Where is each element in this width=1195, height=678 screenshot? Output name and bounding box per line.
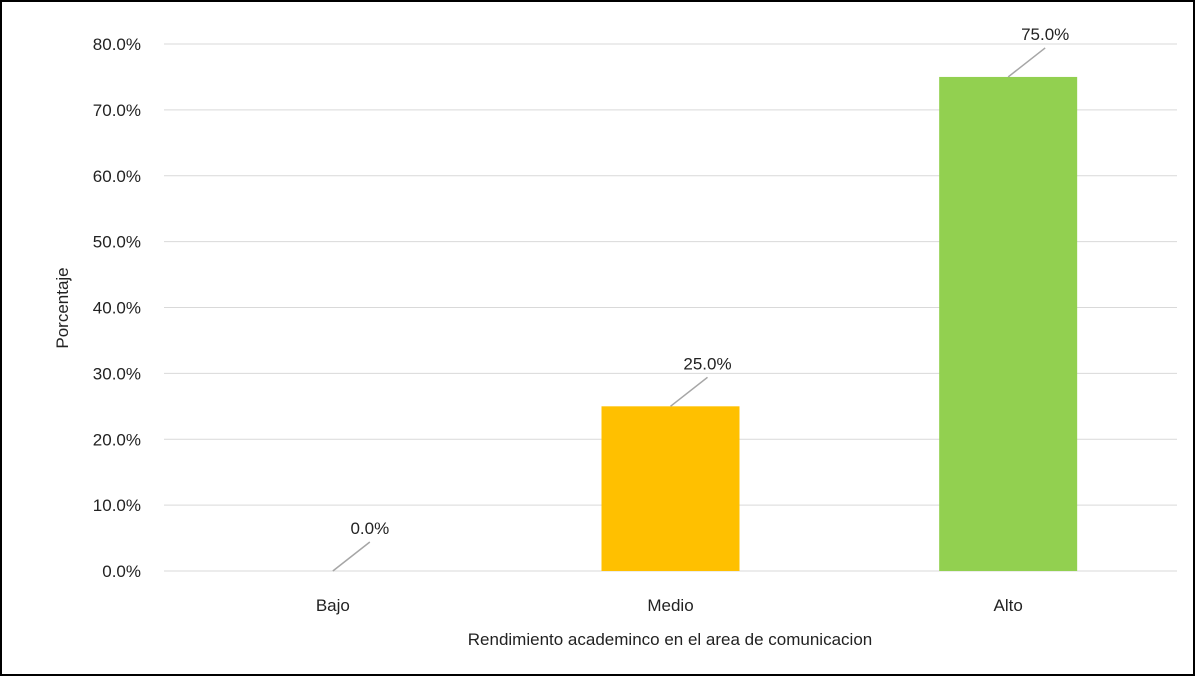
x-tick-labels: Bajo Medio Alto xyxy=(316,596,1023,615)
y-tick-label: 0.0% xyxy=(102,562,141,581)
leader-line xyxy=(1007,47,1046,78)
y-tick-label: 60.0% xyxy=(93,167,141,186)
y-tick-label: 10.0% xyxy=(93,496,141,515)
gridlines xyxy=(164,43,1177,572)
x-tick-label: Alto xyxy=(994,596,1023,615)
y-tick-label: 20.0% xyxy=(93,430,141,449)
x-axis-title: Rendimiento academinco en el area de com… xyxy=(468,630,872,649)
data-label-bajo: 0.0% xyxy=(350,519,389,538)
y-tick-label: 70.0% xyxy=(93,101,141,120)
label-leader-lines xyxy=(332,47,1046,572)
bar-medio xyxy=(601,406,740,571)
data-label-alto: 75.0% xyxy=(1021,25,1069,44)
bar-alto xyxy=(939,76,1078,571)
leader-line xyxy=(332,541,371,572)
x-tick-label: Bajo xyxy=(316,596,350,615)
bars xyxy=(601,76,1078,571)
y-tick-label: 40.0% xyxy=(93,299,141,318)
y-tick-label: 30.0% xyxy=(93,364,141,383)
data-label-medio: 25.0% xyxy=(683,354,731,373)
x-tick-label: Medio xyxy=(647,596,693,615)
y-axis-title: Porcentaje xyxy=(53,267,72,348)
y-tick-labels: 0.0% 10.0% 20.0% 30.0% 40.0% 50.0% 60.0% 70.0% 8… xyxy=(93,35,141,581)
y-tick-label: 80.0% xyxy=(93,35,141,54)
leader-line xyxy=(670,376,708,407)
y-tick-label: 50.0% xyxy=(93,233,141,252)
data-labels: 0.0% 25.0% 75.0% xyxy=(350,25,1069,538)
